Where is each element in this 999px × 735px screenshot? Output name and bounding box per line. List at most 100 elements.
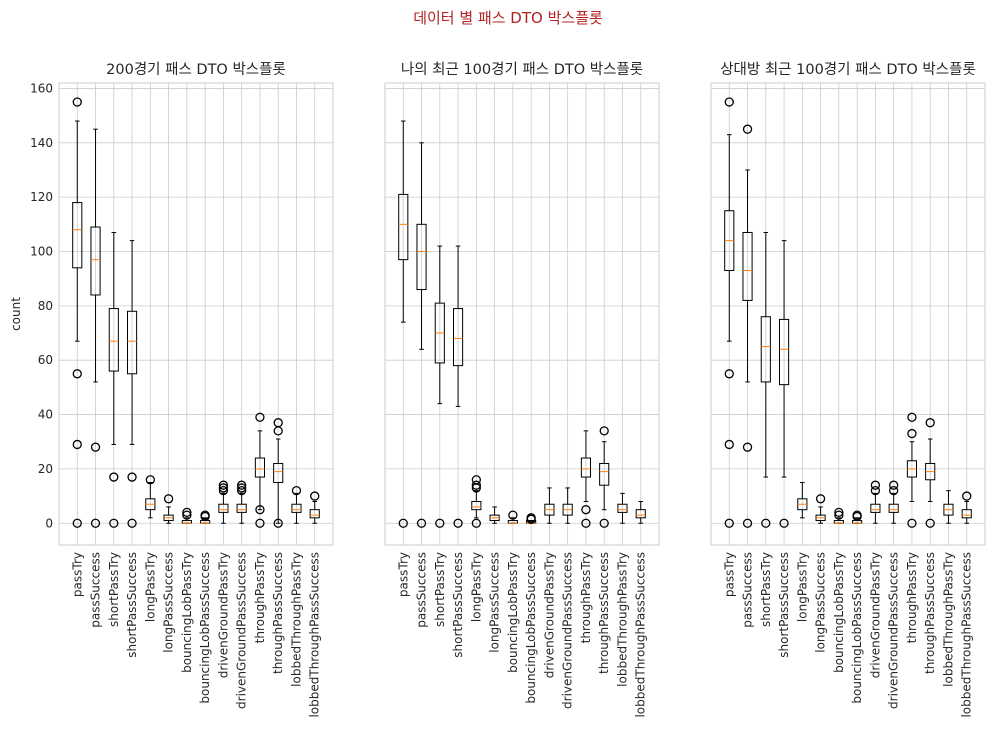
box-bouncingLobPassTry bbox=[181, 507, 192, 524]
box-passTry bbox=[724, 97, 735, 528]
outlier-point bbox=[218, 485, 229, 496]
iqr-box bbox=[888, 503, 899, 513]
outlier-point bbox=[72, 369, 82, 379]
iqr-box bbox=[870, 503, 881, 513]
x-tick-label: shortPassSuccess bbox=[451, 552, 465, 658]
box-shortPassSuccess bbox=[453, 245, 464, 528]
suptitle: 데이터 별 패스 DTO 박스플롯 bbox=[413, 9, 603, 27]
box-longPassSuccess bbox=[815, 494, 826, 524]
x-tick-label: drivenGroundPassTry bbox=[542, 552, 556, 678]
box-passTry bbox=[398, 120, 409, 528]
y-tick-label: 160 bbox=[30, 81, 53, 95]
box-longPassTry bbox=[797, 481, 808, 519]
x-tick-label: bouncingLobPassSuccess bbox=[198, 552, 212, 704]
x-tick-label: longPassTry bbox=[143, 552, 157, 622]
outlier-point bbox=[291, 485, 302, 496]
x-tick-label: passTry bbox=[70, 552, 84, 597]
panel-title: 상대방 최근 100경기 패스 DTO 박스플롯 bbox=[720, 61, 976, 78]
outlier-point bbox=[255, 518, 265, 528]
x-tick-label: throughPassSuccess bbox=[271, 552, 285, 674]
outlier-point bbox=[724, 518, 734, 528]
iqr-box bbox=[760, 316, 771, 383]
axes-frame bbox=[384, 82, 660, 546]
outlier-point bbox=[962, 491, 972, 501]
box-shortPassSuccess bbox=[127, 240, 138, 528]
outlier-point bbox=[724, 369, 734, 379]
x-tick-label: longPassTry bbox=[795, 552, 809, 622]
outlier-point bbox=[471, 475, 481, 485]
x-tick-label: bouncingLobPassSuccess bbox=[850, 552, 864, 704]
iqr-box bbox=[416, 223, 427, 291]
box-throughPassSuccess bbox=[925, 418, 936, 528]
x-tick-label: throughPassTry bbox=[905, 552, 919, 643]
outlier-point bbox=[925, 418, 935, 428]
box-bouncingLobPassTry bbox=[833, 507, 844, 524]
outlier-point bbox=[416, 518, 427, 528]
x-tick-label: bouncingLobPassTry bbox=[506, 552, 520, 673]
box-drivenGroundPassSuccess bbox=[888, 480, 899, 524]
outlier-point bbox=[109, 518, 119, 528]
chart-panel-2: passTry passSuccess shortPassTry shortPassS… bbox=[384, 61, 660, 718]
outlier-point bbox=[163, 494, 174, 504]
outlier-point bbox=[218, 480, 229, 490]
x-tick-label: longPassSuccess bbox=[162, 552, 176, 653]
y-axis-label: count bbox=[9, 297, 23, 331]
outlier-point bbox=[255, 505, 265, 515]
box-bouncingLobPassTry bbox=[507, 510, 518, 524]
outlier-point bbox=[925, 518, 935, 528]
x-tick-label: lobbedThroughPassSuccess bbox=[634, 552, 648, 718]
x-tick-label: shortPassSuccess bbox=[777, 552, 791, 658]
outlier-point bbox=[145, 475, 155, 485]
box-shortPassTry bbox=[434, 245, 445, 528]
outlier-point bbox=[815, 494, 826, 504]
outlier-point bbox=[599, 518, 609, 528]
outlier-point bbox=[72, 518, 82, 528]
box-lobbedThroughPassSuccess bbox=[309, 491, 320, 524]
box-passSuccess bbox=[416, 142, 427, 528]
y-tick-label: 60 bbox=[38, 353, 53, 367]
y-tick-label: 140 bbox=[30, 136, 53, 150]
box-longPassTry bbox=[145, 475, 156, 519]
iqr-box bbox=[599, 462, 610, 486]
iqr-box bbox=[90, 226, 101, 296]
outlier-point bbox=[453, 518, 463, 528]
outlier-point bbox=[237, 485, 247, 496]
axes-frame bbox=[710, 82, 986, 546]
iqr-box bbox=[273, 462, 284, 483]
box-passTry bbox=[72, 97, 83, 528]
box-throughPassSuccess bbox=[273, 418, 284, 528]
iqr-box bbox=[127, 310, 138, 375]
outlier-point bbox=[834, 507, 844, 518]
y-tick-label: 80 bbox=[38, 299, 53, 313]
x-tick-label: bouncingLobPassTry bbox=[180, 552, 194, 673]
box-longPassSuccess bbox=[489, 506, 500, 524]
outlier-point bbox=[761, 518, 771, 528]
y-tick-label: 20 bbox=[38, 462, 53, 476]
outlier-point bbox=[237, 480, 247, 490]
outlier-point bbox=[398, 518, 408, 528]
iqr-box bbox=[254, 457, 266, 478]
x-tick-label: passSuccess bbox=[415, 552, 429, 628]
outlier-point bbox=[273, 426, 283, 436]
outlier-point bbox=[889, 485, 899, 496]
x-tick-label: bouncingLobPassTry bbox=[832, 552, 846, 673]
iqr-box bbox=[453, 308, 464, 367]
outlier-point bbox=[435, 518, 445, 528]
box-throughPassTry bbox=[906, 412, 917, 528]
box-drivenGroundPassTry bbox=[870, 480, 881, 524]
box-lobbedThroughPassTry bbox=[291, 485, 302, 524]
x-tick-label: drivenGroundPassSuccess bbox=[887, 552, 901, 709]
x-tick-label: lobbedThroughPassTry bbox=[941, 552, 955, 687]
chart-panel-3: passTry passSuccess shortPassTry shortPassS… bbox=[710, 61, 986, 718]
iqr-box bbox=[398, 193, 409, 261]
panels: 0 20 40 60 80 100 120 140 160 count passTry passSuc… bbox=[9, 61, 986, 718]
box-bouncingLobPassSuccess bbox=[200, 510, 211, 524]
y-tick-label: 40 bbox=[38, 408, 53, 422]
axes-frame bbox=[58, 82, 334, 546]
box-throughPassTry bbox=[580, 430, 591, 528]
iqr-box bbox=[309, 509, 320, 519]
iqr-box bbox=[218, 503, 229, 513]
outlier-point bbox=[310, 491, 320, 501]
outlier-point bbox=[907, 412, 917, 422]
